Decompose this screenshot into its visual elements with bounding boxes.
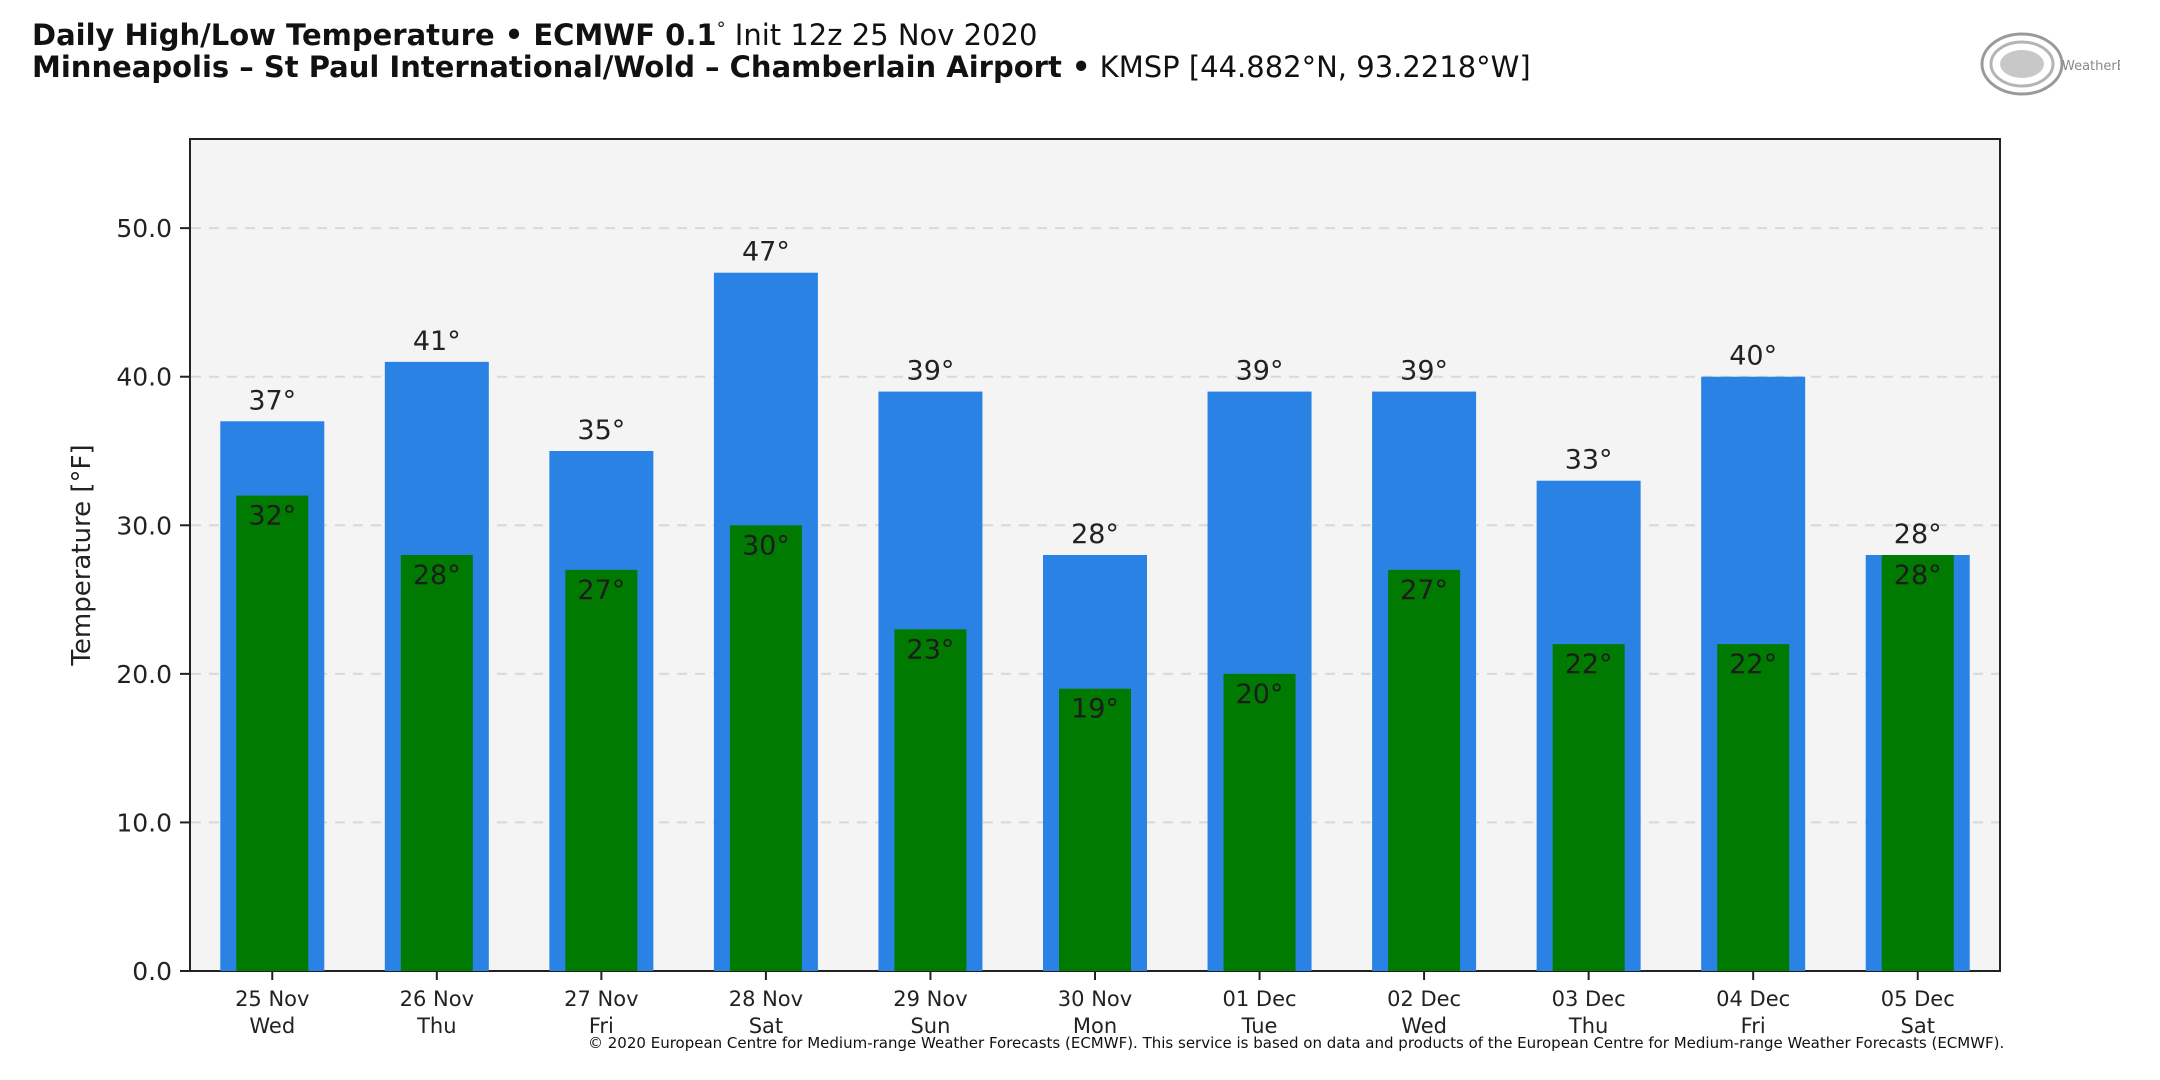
high-temp-label: 35° [577,415,625,446]
x-tick-date: 25 Nov [235,987,309,1011]
chart-title-main: Daily High/Low Temperature • ECMWF 0.1 [32,18,717,52]
low-temp-label: 27° [1400,575,1448,606]
x-tick-weekday: Fri [1741,1014,1766,1038]
high-temp-label: 39° [1400,356,1448,387]
high-temp-label: 41° [413,326,461,357]
low-temp-bar [1881,555,1954,971]
x-tick-weekday: Thu [1568,1014,1608,1038]
station-coordinates: KMSP [44.882°N, 93.2218°W] [1090,50,1531,84]
x-tick-date: 04 Dec [1716,987,1790,1011]
low-temp-label: 30° [742,530,790,561]
low-temp-bar [1059,688,1131,971]
high-temp-label: 33° [1565,445,1613,476]
y-tick-label: 40.0 [116,363,172,392]
low-temp-label: 20° [1236,679,1284,710]
low-temp-label: 28° [413,560,461,591]
x-axis-labels: 25 Nov Wed 26 Nov Thu 27 Nov Fri 28 Nov Sat 29 N… [235,971,1955,1038]
chart-title-init: Init 12z 25 Nov 2020 [725,18,1038,52]
low-temp-label: 23° [907,634,955,665]
high-temp-label: 40° [1729,341,1777,372]
low-temp-label: 32° [248,501,296,532]
low-temp-bar [894,629,967,971]
x-tick-weekday: Mon [1073,1014,1117,1038]
y-axis-label: Temperature [°F] [67,444,97,666]
y-tick-label: 50.0 [116,214,172,243]
y-tick-label: 10.0 [116,808,172,837]
x-tick-date: 02 Dec [1387,987,1461,1011]
low-temp-label: 19° [1071,694,1119,725]
x-tick-date: 27 Nov [564,987,638,1011]
low-temp-bar [236,495,309,971]
x-tick-weekday: Tue [1241,1014,1278,1038]
x-tick-weekday: Wed [249,1014,295,1038]
logo-text: WeatherBELL [2062,59,2120,74]
x-tick-date: 01 Dec [1223,987,1297,1011]
weatherbell-logo: WeatherBELL [1980,32,2120,96]
x-tick-date: 28 Nov [729,987,803,1011]
low-temp-bar [729,525,802,971]
low-temp-bar [1388,569,1461,971]
chart-title-degree: ° [716,18,726,40]
high-temp-label: 39° [907,356,955,387]
high-temp-label: 37° [248,385,296,416]
x-tick-weekday: Sat [749,1014,783,1038]
chart-title: Daily High/Low Temperature • ECMWF 0.1° … [32,18,1037,52]
x-tick-date: 30 Nov [1058,987,1132,1011]
y-tick-label: 30.0 [116,511,172,540]
x-tick-weekday: Thu [416,1014,456,1038]
location-name: Minneapolis – St Paul International/Wold… [32,50,1091,84]
low-temp-bar [1552,644,1625,971]
low-temp-label: 28° [1894,560,1942,591]
x-tick-weekday: Wed [1401,1014,1447,1038]
low-temp-bar [1223,673,1296,971]
chart-subtitle: Minneapolis – St Paul International/Wold… [32,50,1531,84]
low-temp-bar [1717,644,1790,971]
bars: 37° 32° 41° 28° 35° 27° 47° 30° 39° 23° 28° 19° 39° 2… [220,237,1970,972]
low-temp-label: 22° [1729,649,1777,680]
high-temp-label: 28° [1071,519,1119,550]
low-temp-bar [565,569,638,971]
x-tick-date: 03 Dec [1552,987,1626,1011]
high-temp-label: 47° [742,237,790,268]
low-temp-bar [400,555,473,971]
low-temp-label: 22° [1565,649,1613,680]
y-axis-ticks: 0.0 10.0 20.0 30.0 40.0 50.0 [116,214,190,986]
x-tick-weekday: Sat [1901,1014,1935,1038]
x-tick-weekday: Fri [589,1014,614,1038]
x-tick-date: 26 Nov [400,987,474,1011]
high-temp-label: 39° [1236,356,1284,387]
x-tick-date: 05 Dec [1881,987,1955,1011]
x-tick-weekday: Sun [910,1014,950,1038]
y-tick-label: 0.0 [132,957,172,986]
low-temp-label: 27° [577,575,625,606]
x-tick-date: 29 Nov [893,987,967,1011]
copyright-notice: © 2020 European Centre for Medium-range … [588,1034,2005,1052]
high-temp-label: 28° [1894,519,1942,550]
y-tick-label: 20.0 [116,660,172,689]
